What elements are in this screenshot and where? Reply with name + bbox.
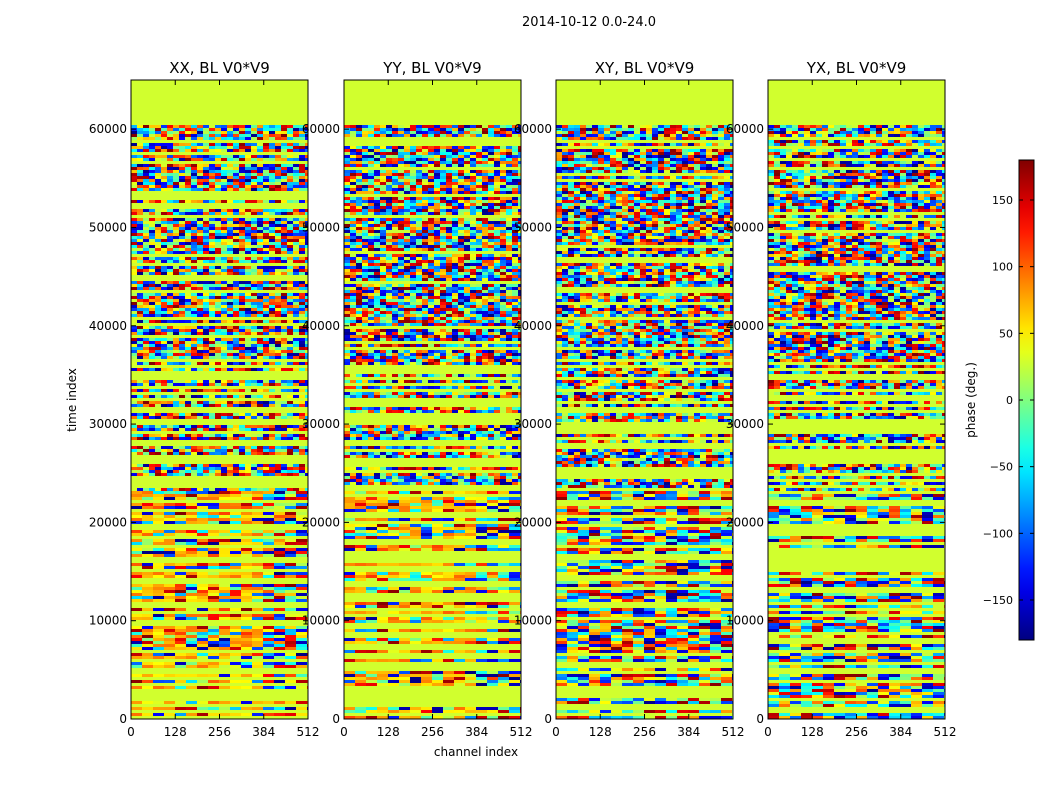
x-tick-label: 512 xyxy=(297,725,320,739)
colorbar-tick-label: 100 xyxy=(992,261,1013,274)
y-tick-label: 30000 xyxy=(514,417,552,431)
y-tick-label: 20000 xyxy=(89,515,127,529)
y-tick-label: 20000 xyxy=(726,515,764,529)
y-tick-label: 30000 xyxy=(302,417,340,431)
panel-1: XX, BL V0*V9 0 128 256 384 512 0 10000 20000 3000… xyxy=(89,59,320,739)
colorbar-tick-label: 0 xyxy=(1006,394,1013,407)
y-tick-label: 40000 xyxy=(726,319,764,333)
colorbar-tick-label: 150 xyxy=(992,194,1013,207)
heatmap-image xyxy=(131,80,308,719)
panels-group: XX, BL V0*V9 0 128 256 384 512 0 10000 20000 3000… xyxy=(89,59,957,739)
colorbar-tick-label: −50 xyxy=(990,461,1013,474)
y-tick-label: 0 xyxy=(756,712,764,726)
heatmap-image xyxy=(556,80,733,719)
x-tick-label: 0 xyxy=(340,725,348,739)
y-tick-label: 0 xyxy=(119,712,127,726)
y-tick-label: 60000 xyxy=(514,122,552,136)
x-tick-label: 0 xyxy=(552,725,560,739)
x-tick-label: 128 xyxy=(164,725,187,739)
x-tick-label: 256 xyxy=(845,725,868,739)
x-tick-label: 128 xyxy=(801,725,824,739)
panel-title: XY, BL V0*V9 xyxy=(595,59,695,77)
panel-title: YY, BL V0*V9 xyxy=(382,59,481,77)
y-tick-label: 40000 xyxy=(302,319,340,333)
y-tick-label: 0 xyxy=(544,712,552,726)
x-tick-label: 128 xyxy=(589,725,612,739)
colorbar-tick-label: −100 xyxy=(983,527,1013,540)
y-tick-label: 40000 xyxy=(514,319,552,333)
heatmap-image xyxy=(344,80,521,719)
x-axis-label: channel index xyxy=(434,745,518,759)
figure-title: 2014-10-12 0.0-24.0 xyxy=(522,15,656,30)
x-tick-label: 0 xyxy=(764,725,772,739)
y-tick-label: 10000 xyxy=(514,614,552,628)
colorbar-tick-label: 50 xyxy=(999,327,1013,340)
y-tick-label: 10000 xyxy=(302,614,340,628)
panel-3: XY, BL V0*V9 0 128 256 384 512 0 10000 20000 3000… xyxy=(514,59,745,739)
x-tick-label: 384 xyxy=(465,725,488,739)
x-tick-label: 512 xyxy=(934,725,957,739)
y-tick-label: 50000 xyxy=(89,220,127,234)
y-tick-label: 10000 xyxy=(89,614,127,628)
y-tick-label: 20000 xyxy=(514,515,552,529)
colorbar-tick-label: −150 xyxy=(983,594,1013,607)
y-tick-label: 50000 xyxy=(302,220,340,234)
x-tick-label: 128 xyxy=(377,725,400,739)
x-tick-label: 512 xyxy=(510,725,533,739)
y-tick-label: 20000 xyxy=(302,515,340,529)
y-tick-label: 0 xyxy=(332,712,340,726)
panel-title: YX, BL V0*V9 xyxy=(806,59,907,77)
x-tick-label: 384 xyxy=(889,725,912,739)
panel-2: YY, BL V0*V9 0 128 256 384 512 0 10000 20000 3000… xyxy=(302,59,533,739)
y-tick-label: 60000 xyxy=(89,122,127,136)
panel-4: YX, BL V0*V9 0 128 256 384 512 0 10000 20000 3000… xyxy=(726,59,957,739)
y-tick-label: 50000 xyxy=(514,220,552,234)
heatmap-image xyxy=(768,80,945,719)
x-tick-label: 256 xyxy=(421,725,444,739)
y-axis-label: time index xyxy=(65,368,79,432)
x-tick-label: 384 xyxy=(677,725,700,739)
y-tick-label: 40000 xyxy=(89,319,127,333)
panel-title: XX, BL V0*V9 xyxy=(169,59,270,77)
y-tick-label: 30000 xyxy=(726,417,764,431)
y-tick-label: 10000 xyxy=(726,614,764,628)
x-tick-label: 256 xyxy=(208,725,231,739)
x-tick-label: 512 xyxy=(722,725,745,739)
y-tick-label: 60000 xyxy=(726,122,764,136)
y-tick-label: 60000 xyxy=(302,122,340,136)
y-tick-label: 50000 xyxy=(726,220,764,234)
y-tick-label: 30000 xyxy=(89,417,127,431)
x-tick-label: 0 xyxy=(127,725,135,739)
x-tick-label: 256 xyxy=(633,725,656,739)
x-tick-label: 384 xyxy=(252,725,275,739)
colorbar-label: phase (deg.) xyxy=(964,362,978,438)
colorbar: 150 100 50 0 −50 −100 −150 phase (deg.) xyxy=(964,159,1035,641)
